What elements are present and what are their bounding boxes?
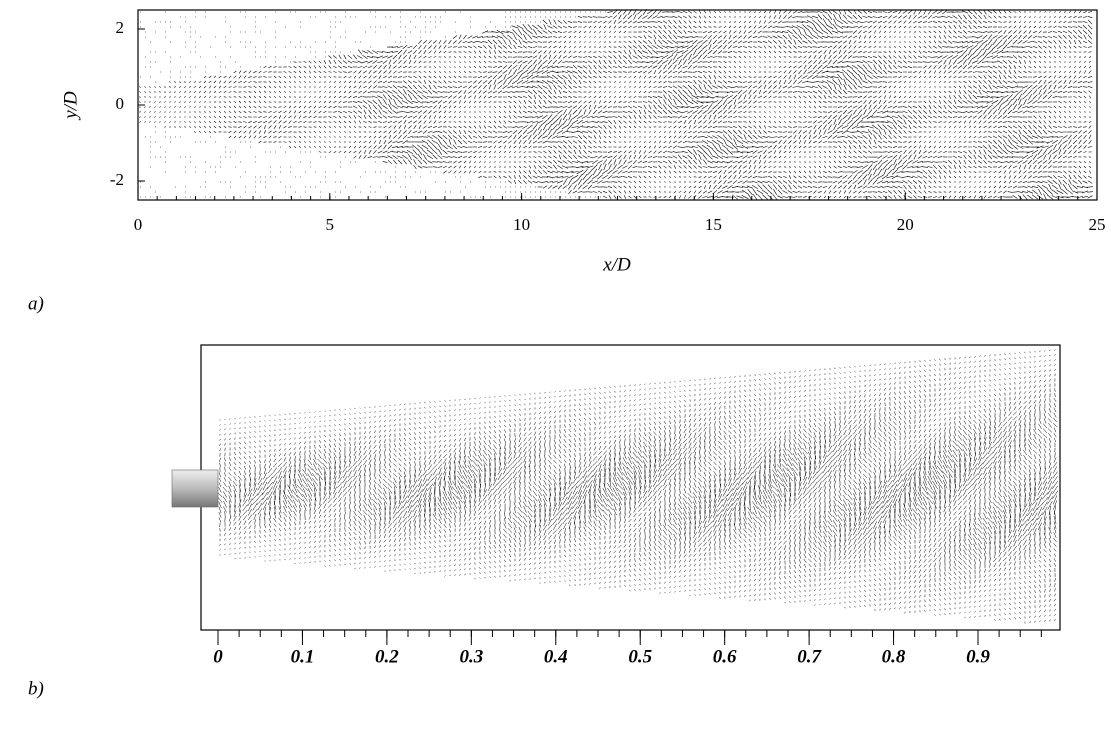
x-tick-label: 15 [705, 215, 722, 234]
x-tick-label: 0.4 [544, 646, 568, 667]
x-tick-label: 0.7 [797, 646, 822, 667]
panel-label: a) [28, 293, 44, 314]
x-axis-label: x/D [602, 254, 631, 275]
panel-label: b) [28, 678, 44, 699]
x-tick-label: 0.6 [713, 646, 737, 667]
vectors [139, 8, 1094, 201]
x-tick-label: 5 [326, 215, 335, 234]
y-tick-label: 2 [116, 18, 125, 37]
axes-box-a [137, 9, 1098, 201]
y-tick-label: 0 [116, 94, 125, 113]
x-tick-label: 10 [513, 215, 530, 234]
x-tick-label: 0.9 [966, 646, 990, 667]
x-tick-label: 25 [1089, 215, 1106, 234]
vector-field-a [139, 8, 1094, 201]
vector-field-b [217, 349, 1059, 624]
y-axis-label: y/D [60, 91, 81, 121]
x-tick-label: 0.8 [882, 646, 906, 667]
nozzle [171, 469, 219, 508]
y-tick-label: -2 [110, 170, 124, 189]
x-tick-label: 20 [897, 215, 914, 234]
vectors [217, 349, 1059, 624]
x-tick-label: 0.2 [375, 646, 399, 667]
x-tick-label: 0.5 [628, 646, 652, 667]
x-tick-label: 0.1 [291, 646, 315, 667]
x-tick-label: 0 [213, 646, 223, 667]
x-tick-label: 0.3 [459, 646, 483, 667]
x-tick-label: 0 [134, 215, 143, 234]
